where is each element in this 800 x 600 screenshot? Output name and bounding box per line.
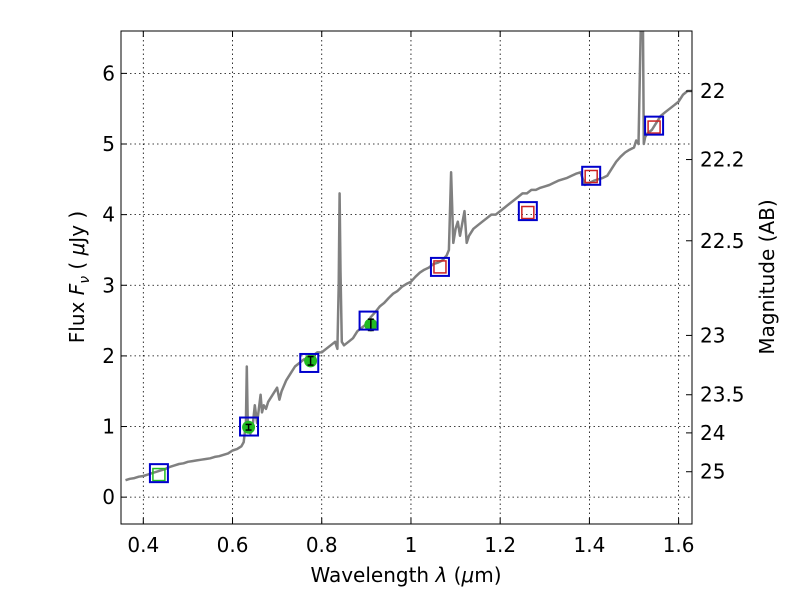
x-axis-label: Wavelength λ (μm) bbox=[310, 563, 501, 587]
x-tick-label: 1.6 bbox=[663, 533, 695, 557]
red-square-marker bbox=[521, 205, 535, 220]
y-tick-label: 0 bbox=[102, 485, 115, 509]
y-tick-label: 3 bbox=[102, 273, 115, 297]
y-tick-label: 2 bbox=[102, 344, 115, 368]
blue-square-marker bbox=[429, 256, 450, 277]
red-square-marker bbox=[584, 169, 598, 184]
y2-tick-label: 22.2 bbox=[700, 148, 745, 172]
blue-square-marker bbox=[148, 463, 169, 484]
tick-layer: 0.4 0.6 0.8 1 1.2 1.4 1.601234562222.222.52323… bbox=[102, 31, 745, 557]
x-tick-label: 0.4 bbox=[127, 533, 159, 557]
blue-square-marker bbox=[517, 201, 538, 222]
blue-square-marker bbox=[644, 115, 665, 136]
red-square-marker bbox=[433, 260, 447, 274]
y2-tick-label: 23 bbox=[700, 323, 725, 347]
x-tick-label: 0.8 bbox=[306, 533, 338, 557]
y2-tick-label: 23.5 bbox=[700, 383, 745, 407]
y2-axis-label: Magnitude (AB) bbox=[755, 199, 779, 354]
y-tick-label: 1 bbox=[102, 415, 115, 439]
y2-tick-label: 22.5 bbox=[700, 229, 745, 253]
y2-tick-label: 24 bbox=[700, 421, 725, 445]
y2-tick-label: 25 bbox=[700, 460, 725, 484]
red-square-marker bbox=[647, 120, 661, 134]
green-square-marker bbox=[152, 467, 166, 482]
x-tick-label: 1.2 bbox=[484, 533, 516, 557]
y-tick-label: 5 bbox=[102, 132, 115, 156]
blue-square-marker bbox=[358, 310, 379, 331]
plot-frame bbox=[120, 30, 693, 525]
spectrum-line bbox=[125, 31, 692, 482]
blue-square-marker bbox=[299, 352, 320, 373]
data-layer bbox=[125, 31, 692, 484]
x-tick-label: 0.6 bbox=[217, 533, 249, 557]
y-tick-label: 6 bbox=[102, 61, 115, 85]
y-tick-label: 4 bbox=[102, 203, 115, 227]
y-axis-label: Flux Fν ( μJy ) bbox=[65, 211, 93, 343]
blue-square-marker bbox=[239, 416, 260, 437]
blue-square-marker bbox=[581, 165, 602, 186]
x-tick-label: 1.4 bbox=[573, 533, 605, 557]
y2-tick-label: 22 bbox=[700, 79, 725, 103]
x-tick-label: 1 bbox=[405, 533, 418, 557]
grid-layer bbox=[121, 31, 692, 524]
